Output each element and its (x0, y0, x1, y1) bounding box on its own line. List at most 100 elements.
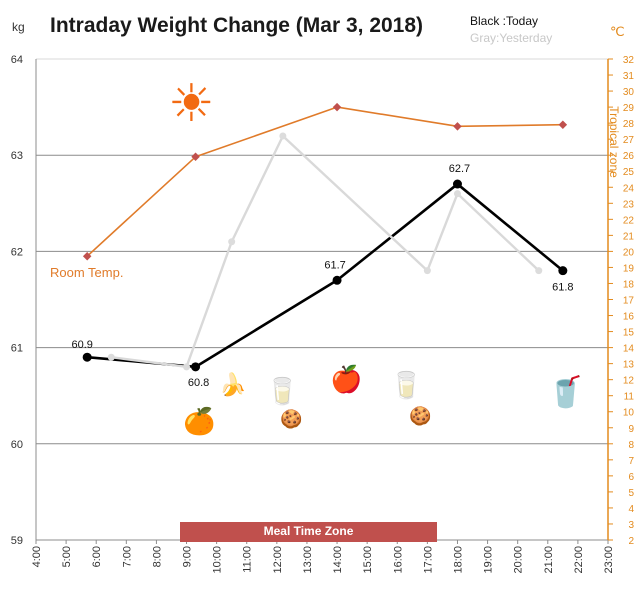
yesterday-point (423, 267, 431, 275)
left-tick-label: 60 (11, 439, 23, 451)
x-tick-label: 21:00 (543, 546, 555, 574)
legend-yesterday: Gray:Yesterday (470, 31, 553, 45)
right-tick-label: 26 (623, 151, 635, 162)
chart-title: Intraday Weight Change (Mar 3, 2018) (50, 14, 424, 37)
right-tick-label: 17 (623, 296, 635, 307)
x-tick-label: 6:00 (91, 546, 103, 567)
today-data-label: 60.9 (71, 339, 92, 351)
x-tick-label: 10:00 (212, 546, 224, 574)
temperature-point (191, 152, 200, 162)
left-axis-unit: kg (12, 20, 25, 34)
right-tick-label: 28 (623, 119, 635, 130)
right-tick-label: 6 (628, 472, 634, 483)
x-tick-label: 11:00 (242, 546, 254, 573)
right-tick-label: 3 (628, 520, 634, 531)
today-point (558, 266, 568, 276)
temperature-point (332, 102, 342, 112)
right-tick-label: 5 (628, 488, 634, 499)
right-axis-unit: ℃ (610, 24, 625, 39)
x-tick-label: 15:00 (362, 546, 374, 574)
series-line-room-temp- (86, 106, 563, 257)
right-tick-label: 31 (623, 71, 635, 82)
left-tick-label: 61 (11, 343, 23, 355)
x-tick-label: 7:00 (121, 546, 133, 567)
right-tick-label: 19 (623, 263, 635, 274)
left-tick-label: 62 (11, 246, 23, 258)
right-tick-label: 8 (628, 440, 634, 451)
right-tick-label: 24 (623, 183, 635, 194)
orange-icon: 🍊 (183, 406, 216, 436)
right-tick-label: 13 (623, 360, 635, 371)
right-tick-label: 12 (623, 376, 635, 387)
left-tick-label: 63 (11, 150, 23, 162)
yesterday-point (535, 267, 543, 275)
yesterday-point (107, 353, 115, 361)
x-tick-label: 5:00 (61, 546, 73, 567)
today-point (191, 362, 201, 372)
x-tick-label: 20:00 (513, 546, 525, 574)
right-tick-label: 25 (623, 167, 635, 178)
x-tick-label: 12:00 (272, 546, 284, 574)
banana-icon: 🍌 (219, 372, 247, 397)
meal-time-zone-label: Meal Time Zone (263, 524, 354, 538)
right-tick-label: 16 (623, 312, 635, 323)
cookie-icon: 🍪 (280, 409, 303, 429)
right-tick-label: 32 (623, 55, 635, 66)
right-tick-label: 18 (623, 279, 635, 290)
x-tick-label: 19:00 (483, 546, 495, 574)
today-point (332, 275, 342, 285)
today-point (82, 352, 92, 362)
x-tick-label: 16:00 (392, 546, 404, 574)
left-tick-label: 59 (11, 535, 23, 547)
right-tick-label: 29 (623, 103, 635, 114)
right-tick-label: 4 (628, 504, 634, 515)
right-tick-label: 14 (623, 344, 635, 355)
today-data-label: 61.7 (324, 259, 345, 271)
right-tick-label: 20 (623, 247, 635, 258)
yesterday-point (183, 363, 191, 371)
left-tick-label: 64 (11, 54, 23, 66)
x-tick-label: 17:00 (422, 546, 434, 574)
cup-icon: 🥤 (547, 376, 585, 409)
x-tick-label: 8:00 (151, 546, 163, 567)
x-tick-label: 13:00 (302, 546, 314, 574)
right-tick-label: 15 (623, 328, 635, 339)
x-tick-label: 14:00 (332, 546, 344, 574)
right-tick-label: 22 (623, 215, 635, 226)
right-tick-label: 10 (623, 408, 635, 419)
yesterday-point (279, 132, 287, 140)
today-data-label: 61.8 (552, 282, 573, 294)
yesterday-point (228, 238, 236, 246)
x-tick-label: 4:00 (31, 546, 43, 567)
temperature-point (453, 122, 462, 131)
right-tick-label: 7 (628, 456, 634, 467)
x-tick-label: 22:00 (573, 546, 585, 574)
temperature-point (82, 251, 92, 261)
x-tick-label: 23:00 (603, 546, 615, 574)
today-data-label: 62.7 (449, 163, 470, 175)
right-tick-label: 11 (624, 392, 635, 403)
today-point (452, 179, 462, 189)
yesterday-point (453, 190, 461, 198)
meal-time-zone-band (180, 522, 437, 542)
room-temp-label: Room Temp. (50, 265, 124, 280)
right-tick-label: 21 (623, 231, 635, 242)
temperature-point (558, 120, 568, 129)
right-tick-label: 2 (628, 536, 634, 547)
today-data-label: 60.8 (188, 377, 209, 389)
x-tick-label: 9:00 (182, 546, 194, 567)
tropical-zone-label: Tropical zone (606, 106, 621, 178)
cookie-icon-2: 🍪 (409, 406, 432, 426)
series-line-today (87, 182, 564, 369)
water-glass-icon-2: 🥛 (390, 370, 423, 400)
x-tick-label: 18:00 (452, 546, 464, 574)
legend-today: Black :Today (470, 14, 539, 28)
apple-icon: 🍎 (330, 364, 363, 394)
water-glass-icon: 🥛 (266, 376, 299, 406)
right-tick-label: 27 (623, 135, 635, 146)
sun-icon: ☀ (168, 75, 215, 133)
right-tick-label: 23 (623, 199, 635, 210)
right-tick-label: 30 (623, 87, 635, 98)
